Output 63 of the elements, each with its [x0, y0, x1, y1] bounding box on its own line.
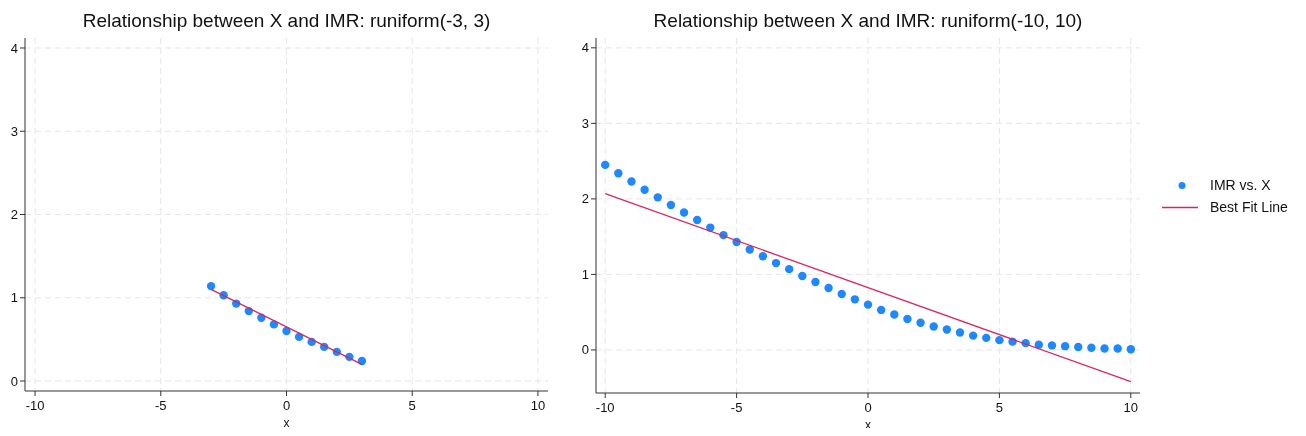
- legend-label: IMR vs. X: [1210, 177, 1272, 194]
- x-tick-label: -10: [25, 398, 45, 413]
- point: [614, 169, 623, 178]
- point: [929, 322, 938, 331]
- point: [942, 325, 952, 334]
- y-tick-label: 1: [581, 266, 589, 282]
- point: [627, 177, 636, 186]
- chart-title: Relationship between X and IMR: runiform(-3, 3): [82, 10, 491, 31]
- point: [1074, 342, 1083, 352]
- point: [692, 215, 702, 225]
- point: [968, 331, 978, 340]
- y-tick-label: 0: [10, 373, 18, 389]
- point: [798, 271, 807, 281]
- point: [1100, 344, 1109, 353]
- point: [282, 326, 291, 336]
- x-tick-label: -5: [155, 398, 167, 413]
- y-tick-label: 4: [10, 40, 18, 56]
- point: [745, 245, 754, 254]
- x-tick-label: 5: [995, 400, 1004, 415]
- point: [1113, 344, 1122, 353]
- point: [1034, 340, 1044, 349]
- point: [1126, 344, 1135, 354]
- point: [601, 160, 610, 170]
- point: [653, 193, 662, 202]
- point: [850, 295, 860, 304]
- x-tick-label: 5: [408, 398, 416, 413]
- x-tick-label: -5: [730, 400, 743, 415]
- y-tick-label: 3: [581, 115, 589, 131]
- legend-label: Best Fit Line: [1210, 199, 1289, 216]
- point: [1047, 341, 1057, 350]
- y-tick-label: 4: [581, 40, 589, 56]
- x-tick-label: -10: [595, 400, 615, 415]
- y-tick-label: 0: [581, 342, 589, 358]
- point: [863, 300, 873, 309]
- point: [679, 208, 689, 217]
- point: [1087, 343, 1096, 352]
- x-tick-label: 0: [864, 400, 872, 415]
- point: [890, 310, 899, 319]
- y-tick-label: 2: [10, 207, 18, 223]
- chart-title: Relationship between X and IMR: runiform(-10, 10): [653, 10, 1083, 31]
- point: [771, 258, 781, 268]
- point: [824, 283, 833, 293]
- x-tick-label: 0: [282, 398, 291, 413]
- point: [811, 277, 820, 287]
- point: [916, 318, 925, 327]
- point: [903, 314, 912, 324]
- point: [1060, 341, 1070, 351]
- point: [784, 264, 794, 274]
- point: [758, 252, 768, 261]
- point: [837, 289, 846, 299]
- point: [206, 281, 216, 291]
- point: [640, 185, 649, 195]
- point: [955, 328, 965, 337]
- y-tick-label: 3: [10, 123, 18, 139]
- x-axis-title: x: [283, 416, 290, 430]
- y-tick-label: 2: [581, 191, 589, 207]
- x-tick-label: 10: [530, 398, 546, 413]
- point: [876, 305, 886, 315]
- point: [666, 200, 676, 210]
- point: [982, 333, 991, 343]
- x-tick-label: 10: [1123, 400, 1139, 415]
- point: [995, 335, 1004, 345]
- y-tick-label: 1: [10, 290, 18, 306]
